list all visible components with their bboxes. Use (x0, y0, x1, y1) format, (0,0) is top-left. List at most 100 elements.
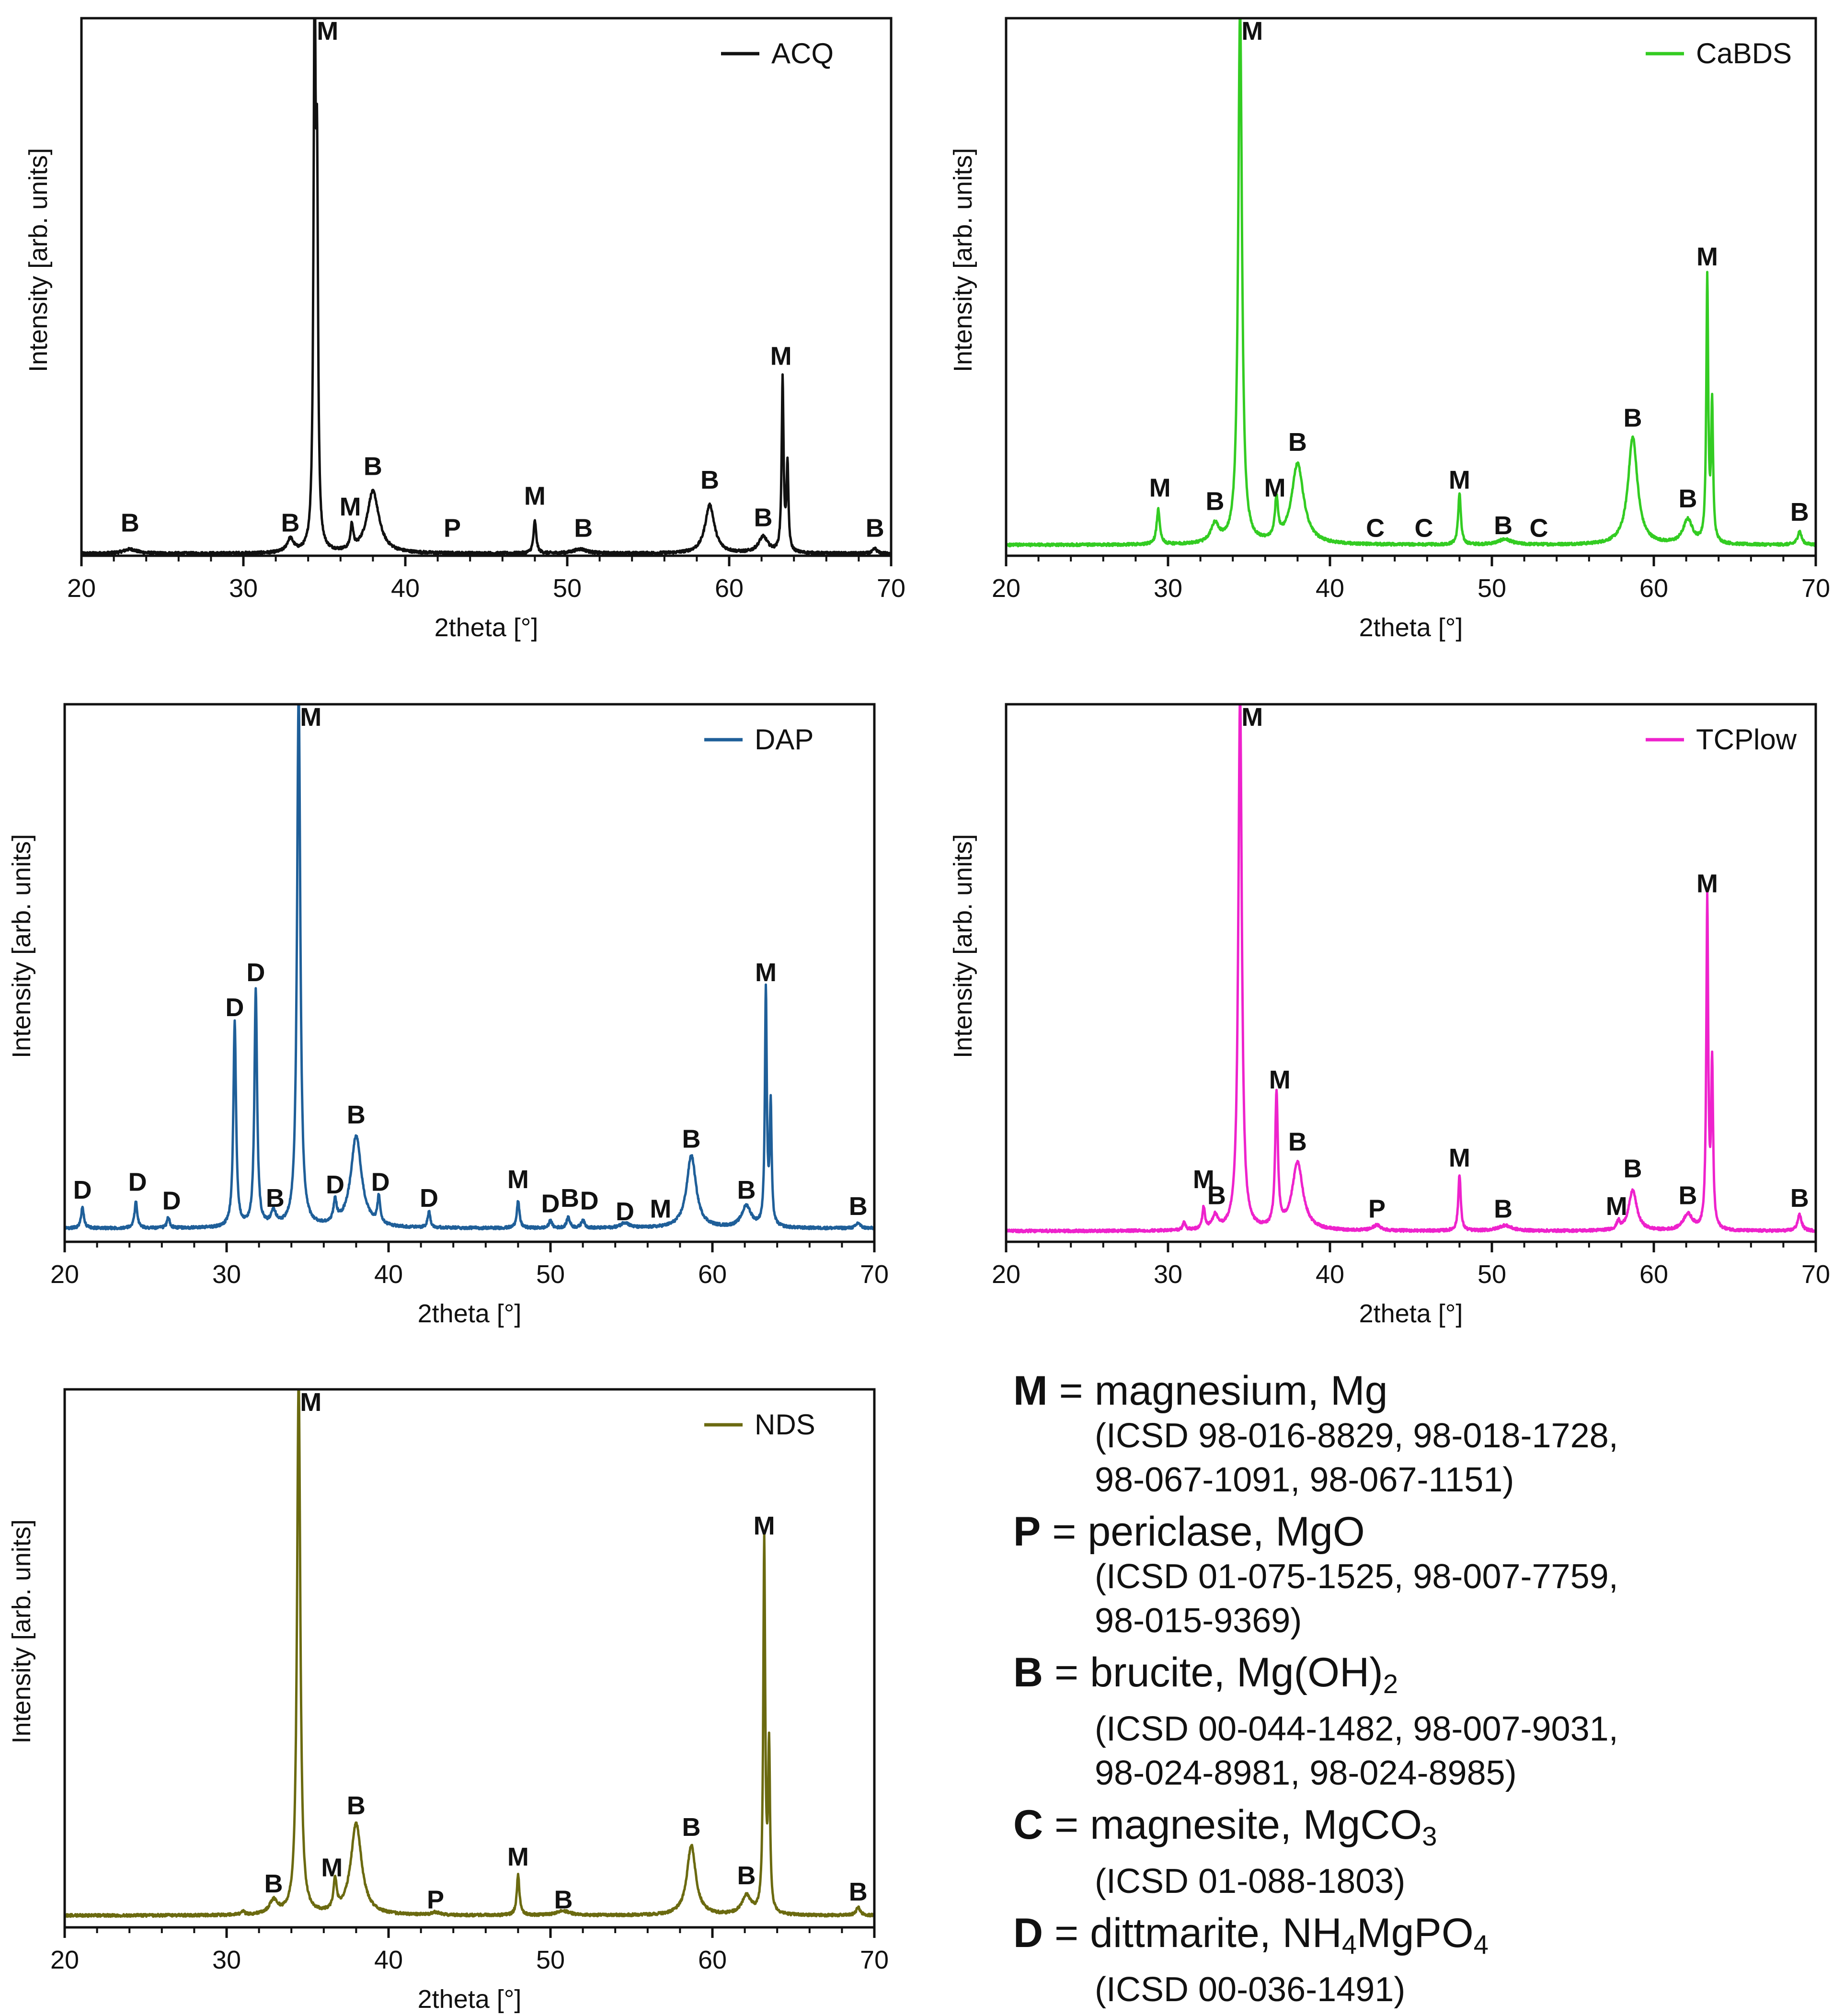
peak-label: M (321, 1853, 343, 1882)
peak-label: M (1449, 466, 1470, 494)
legend-ref: (ICSD 01-088-1803) (1095, 1862, 1406, 1901)
peak-label: B (849, 1192, 868, 1221)
peak-label: D (73, 1176, 92, 1204)
x-tick-label: 20 (50, 1946, 79, 1974)
peak-label: B (682, 1125, 701, 1154)
peak-label: M (507, 1165, 529, 1194)
x-tick-label: 60 (1639, 574, 1668, 603)
peak-label: B (849, 1878, 868, 1906)
peak-label: D (541, 1189, 560, 1218)
peak-label: D (162, 1187, 181, 1215)
peak-label: M (1149, 474, 1171, 503)
plot-frame (80, 17, 893, 557)
peak-label: D (225, 993, 244, 1022)
peak-label: B (281, 509, 300, 538)
x-tick-label: 50 (536, 1946, 565, 1974)
chart-panel-nds: 20 30 40 50 60 70 2theta [°] Intensity [arb. un… (7, 1388, 889, 2014)
chart-panel-dap: 20 30 40 50 60 70 2theta [°] Intensity [arb. un… (7, 703, 889, 1328)
peak-label: M (754, 1512, 775, 1540)
peak-label: M (770, 342, 792, 371)
peak-label: D (420, 1184, 438, 1213)
peak-label: B (737, 1861, 756, 1890)
peak-label: D (371, 1168, 390, 1196)
x-tick-label: 70 (1801, 574, 1830, 603)
x-axis-label: 2theta [°] (1359, 1299, 1463, 1328)
x-tick-label: 30 (212, 1946, 241, 1974)
x-tick-label: 70 (860, 1260, 889, 1289)
y-axis-label: Intensity [arb. units] (24, 148, 53, 372)
peak-label: B (266, 1184, 285, 1213)
legend-symbol: B (1013, 1649, 1043, 1695)
legend-entry-b: B = brucite, Mg(OH)2 (1013, 1649, 1398, 1699)
peak-label: M (300, 703, 321, 732)
series-line-tcplow (1006, 704, 1816, 1234)
peak-label: B (1624, 1154, 1642, 1183)
peak-label: M (1241, 17, 1263, 46)
peak-label: M (507, 1843, 529, 1871)
x-tick-label: 50 (553, 574, 582, 603)
x-tick-label: 60 (715, 574, 744, 603)
x-tick-label: 30 (1154, 1260, 1182, 1289)
legend-label: DAP (755, 723, 813, 756)
peak-label: M (1269, 1065, 1291, 1094)
chart-panel-cabds: 20 30 40 50 60 70 2theta [°] Intensity [arb. un… (949, 17, 1830, 642)
plot-frame (1005, 17, 1817, 557)
peak-label: M (650, 1195, 671, 1224)
peak-label: M (1696, 870, 1718, 898)
legend-phase-name: brucite, Mg(OH) (1090, 1649, 1383, 1695)
peak-label: P (444, 514, 461, 543)
x-tick-label: 20 (992, 1260, 1020, 1289)
peak-label: D (580, 1187, 599, 1215)
peak-label: C (1530, 514, 1548, 543)
peak-label: B (1494, 511, 1512, 540)
legend-ref: (ICSD 98-016-8829, 98-018-1728, (1095, 1417, 1618, 1455)
legend-phase-name: dittmarite, NH (1090, 1910, 1342, 1956)
peak-label: B (574, 514, 593, 543)
peak-label: B (1494, 1195, 1512, 1224)
legend-label: CaBDS (1696, 37, 1792, 69)
x-tick-label: 40 (374, 1946, 403, 1974)
x-tick-label: 70 (877, 574, 905, 603)
series-line-nds (65, 1389, 874, 1918)
legend-entry-p: P = periclase, MgO (1013, 1509, 1365, 1555)
peak-label: P (1368, 1195, 1386, 1224)
y-axis-label: Intensity [arb. units] (949, 148, 977, 372)
x-axis-label: 2theta [°] (418, 1299, 522, 1328)
phase-legend: M = magnesium, Mg (ICSD 98-016-8829, 98-… (1013, 1368, 1804, 2012)
peak-label: D (616, 1197, 634, 1226)
legend-ref: (ICSD 00-044-1482, 98-007-9031, (1095, 1710, 1618, 1748)
x-axis-label: 2theta [°] (435, 613, 538, 642)
legend-symbol: D (1013, 1910, 1043, 1956)
legend-entry-d: D = dittmarite, NH4MgPO4 (1013, 1910, 1489, 1959)
x-tick-label: 40 (374, 1260, 403, 1289)
peak-label: C (1366, 514, 1385, 543)
x-tick-label: 30 (229, 574, 258, 603)
peak-label: B (347, 1100, 366, 1129)
x-tick-label: 50 (1478, 1260, 1506, 1289)
peak-label: B (866, 514, 884, 543)
peak-label: B (754, 503, 772, 532)
legend-symbol: C (1013, 1802, 1043, 1848)
peak-label: M (524, 481, 546, 510)
peak-label: P (427, 1886, 444, 1914)
peak-label: M (1606, 1192, 1627, 1221)
peak-label: B (682, 1813, 701, 1842)
peak-label: B (1790, 1184, 1809, 1213)
peak-label: B (364, 452, 382, 481)
x-tick-label: 20 (67, 574, 96, 603)
series-line-cabds (1006, 18, 1816, 548)
peak-label: B (700, 466, 719, 494)
x-axis-label: 2theta [°] (418, 1985, 522, 2014)
x-tick-label: 60 (698, 1260, 727, 1289)
series-line-acq (81, 18, 891, 556)
x-tick-label: 40 (1316, 574, 1344, 603)
legend-label: NDS (755, 1409, 815, 1441)
legend-phase-name: magnesium, Mg (1094, 1368, 1388, 1414)
peak-label: B (1678, 1181, 1697, 1210)
peak-label: D (128, 1168, 147, 1196)
y-axis-label: Intensity [arb. units] (949, 834, 977, 1058)
x-tick-label: 20 (50, 1260, 79, 1289)
peak-label: M (1696, 242, 1718, 271)
plot-frame (63, 703, 876, 1243)
x-tick-label: 60 (698, 1946, 727, 1974)
